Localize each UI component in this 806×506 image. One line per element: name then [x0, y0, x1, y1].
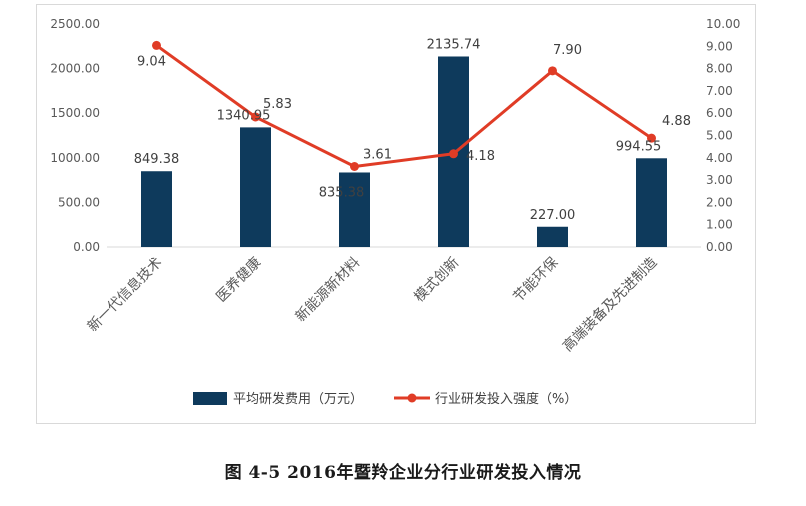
chart-frame: 0.00 500.00 1000.00 1500.00 2000.00 2500.00 0…	[36, 4, 756, 424]
line-data-label: 3.61	[363, 147, 392, 162]
line-data-labels: 9.04 5.83 3.61 4.18 7.90 4.88	[137, 43, 691, 164]
bar	[339, 172, 370, 247]
left-tick-label: 1000.00	[50, 151, 100, 165]
left-axis: 0.00 500.00 1000.00 1500.00 2000.00 2500.00	[50, 17, 100, 254]
category-label: 新能源新材料	[293, 255, 364, 326]
line-data-label: 5.83	[263, 97, 292, 112]
bar	[636, 158, 667, 247]
right-tick-label: 1.00	[706, 218, 733, 232]
legend-bar-label: 平均研发费用（万元）	[233, 391, 363, 407]
category-label: 节能环保	[510, 255, 561, 306]
chart-svg: 0.00 500.00 1000.00 1500.00 2000.00 2500.00 0…	[50, 17, 740, 407]
line-point	[350, 161, 359, 171]
caption-prefix: 图 4-5 2016	[224, 463, 337, 483]
line-data-label: 4.18	[466, 149, 495, 164]
left-tick-label: 2000.00	[50, 62, 100, 76]
right-tick-label: 2.00	[706, 195, 733, 209]
line-series	[152, 40, 656, 171]
line-point	[152, 40, 161, 50]
line-data-label: 9.04	[137, 54, 166, 69]
line-point	[548, 66, 557, 76]
bar-data-label: 227.00	[530, 208, 576, 223]
right-tick-label: 8.00	[706, 62, 733, 76]
line-point	[251, 112, 260, 122]
right-tick-label: 0.00	[706, 240, 733, 254]
bar-data-labels: 849.38 1340.95 835.38 2135.74 227.00 994.55	[134, 37, 662, 222]
right-tick-label: 9.00	[706, 39, 733, 53]
legend: 平均研发费用（万元） 行业研发投入强度（%）	[193, 391, 577, 407]
right-tick-label: 6.00	[706, 106, 733, 120]
right-tick-label: 5.00	[706, 129, 733, 143]
bar-data-label: 994.55	[616, 139, 662, 154]
line-data-label: 4.88	[662, 114, 691, 129]
bar-series	[141, 56, 667, 248]
bar	[240, 127, 271, 247]
series-line	[155, 44, 653, 168]
category-label: 模式创新	[411, 255, 462, 306]
line-point	[647, 133, 656, 143]
line-point	[449, 149, 458, 159]
right-tick-label: 7.00	[706, 84, 733, 98]
right-axis: 0.00 1.00 2.00 3.00 4.00 5.00 6.00 7.00 8.00 9.00…	[706, 17, 740, 254]
left-tick-label: 0.00	[73, 240, 100, 254]
bar-data-label: 2135.74	[427, 37, 481, 52]
bar	[537, 226, 568, 247]
figure-caption: 图 4-5 2016年暨羚企业分行业研发投入情况	[0, 458, 806, 483]
left-tick-label: 2500.00	[50, 17, 100, 31]
category-label: 高端装备及先进制造	[559, 254, 660, 355]
bar	[141, 171, 172, 247]
right-tick-label: 3.00	[706, 173, 733, 187]
caption-text: 年暨羚企业分行业研发投入情况	[336, 463, 582, 483]
bar-data-label: 849.38	[134, 152, 180, 167]
bar-data-label: 1340.95	[217, 108, 271, 123]
legend-line-label: 行业研发投入强度（%）	[435, 391, 577, 407]
right-tick-label: 10.00	[706, 17, 740, 31]
category-label: 医养健康	[213, 254, 265, 306]
category-label: 新一代信息技术	[84, 254, 165, 335]
legend-line-marker	[407, 393, 417, 403]
left-tick-label: 500.00	[58, 195, 100, 209]
bar-data-label: 835.38	[319, 185, 365, 200]
right-tick-label: 4.00	[706, 151, 733, 165]
left-tick-label: 1500.00	[50, 106, 100, 120]
legend-bar-swatch	[193, 392, 227, 405]
line-data-label: 7.90	[553, 43, 582, 58]
